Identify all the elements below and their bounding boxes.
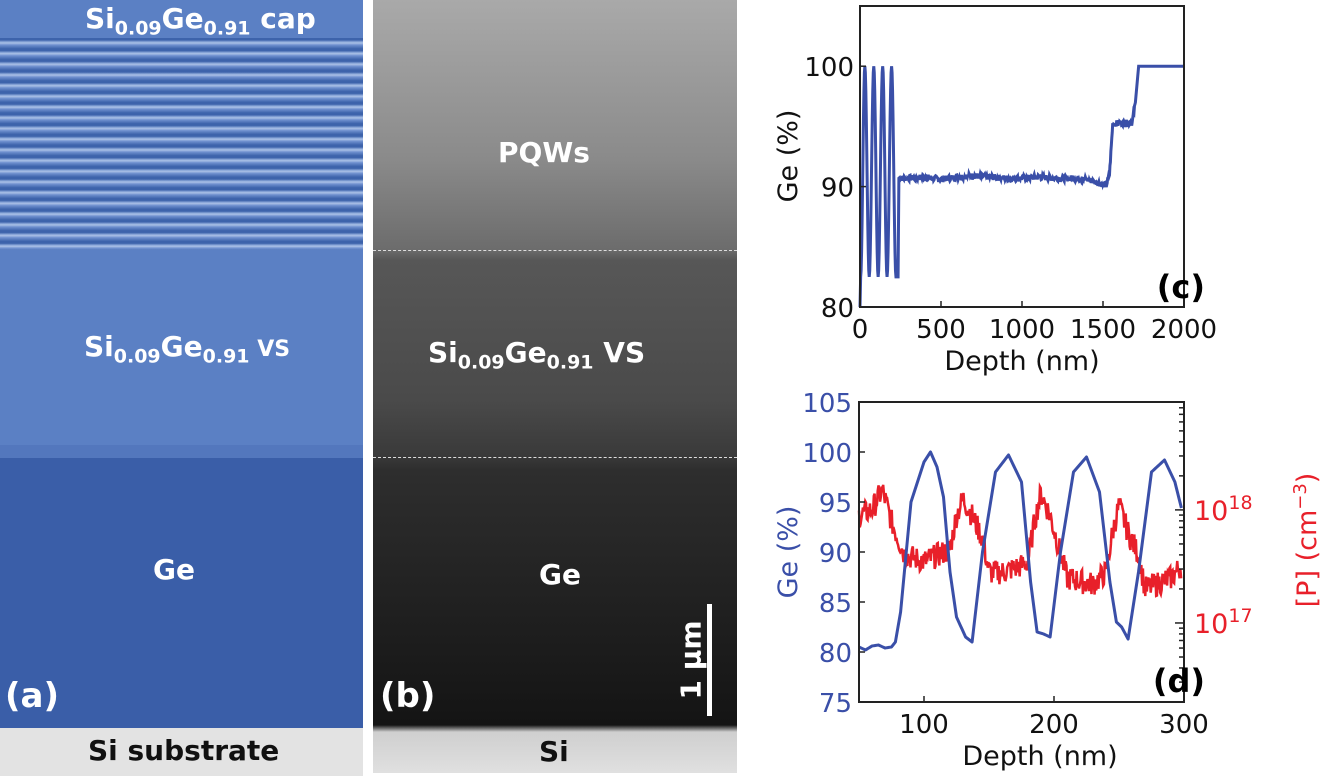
panel-tag-b: (b) xyxy=(380,676,436,716)
vs-label: Si0.09Ge0.91 VS xyxy=(428,336,646,374)
virtual-substrate-layer xyxy=(0,250,363,445)
chart-d-phosphorus-line xyxy=(857,482,1183,599)
vs-label: Si0.09Ge0.91 VS xyxy=(84,330,291,368)
chart-d-xtick-label: 300 xyxy=(1159,710,1209,740)
chart-c: 0 500 1000 1500 2000 80 90 100 Depth (nm) Ge (%… xyxy=(773,5,1217,377)
si-substrate-layer xyxy=(0,728,363,776)
si-label: Si xyxy=(539,735,569,768)
chart-d-ylabel-left: Ge (%) xyxy=(773,506,804,599)
chart-c-xtick-label: 1000 xyxy=(989,315,1055,345)
pqw-boundary-line xyxy=(373,250,737,251)
chart-d-right-tick-label: 1018 xyxy=(1194,492,1253,527)
ge-label: Ge xyxy=(153,553,195,586)
chart-d-ytick-label: 80 xyxy=(819,639,852,669)
chart-d-ytick-label: 105 xyxy=(802,389,852,419)
chart-d-xlabel: Depth (nm) xyxy=(962,741,1117,772)
cap-layer xyxy=(0,0,363,38)
chart-d-ytick-label: 90 xyxy=(819,539,852,569)
chart-d-xtick-label: 100 xyxy=(899,710,949,740)
chart-d: 100 200 300 75 80 85 90 95 100 105 1017 1018 Depth … xyxy=(773,389,1323,772)
chart-c-ytick-label: 100 xyxy=(804,53,854,83)
chart-c-ytick-label: 80 xyxy=(821,294,854,324)
substrate-label: Si substrate xyxy=(88,734,280,767)
chart-c-ytick-label: 90 xyxy=(821,174,854,204)
graded-layer xyxy=(0,445,363,458)
chart-c-ge-line xyxy=(858,64,1184,308)
panel-tag-c: (c) xyxy=(1157,268,1205,306)
chart-d-ylabel-right: [P] (cm−3) xyxy=(1290,473,1323,608)
chart-d-ytick-label: 75 xyxy=(819,689,852,719)
scale-bar xyxy=(707,604,712,716)
pqw-label: PQWs xyxy=(498,136,590,169)
vs-boundary-line xyxy=(373,457,737,458)
panel-tag-a: (a) xyxy=(5,676,60,716)
panel-tag-d: (d) xyxy=(1153,662,1205,700)
chart-c-ylabel: Ge (%) xyxy=(773,110,804,203)
tem-image: PQWs Si0.09Ge0.91 VS Ge Si 1 μm (b) xyxy=(373,0,737,773)
chart-d-ge-line xyxy=(858,450,1183,652)
chart-c-xtick-label: 0 xyxy=(852,315,869,345)
chart-d-xtick-label: 200 xyxy=(1029,710,1079,740)
chart-d-ytick-label: 100 xyxy=(802,439,852,469)
chart-d-ytick-label: 85 xyxy=(819,589,852,619)
chart-c-frame xyxy=(859,5,1185,308)
layer-stack-schematic: Si0.09Ge0.91 cap Si0.09Ge0.91 VS Ge Si s… xyxy=(0,0,363,776)
ge-label: Ge xyxy=(539,558,581,591)
cap-label: Si0.09Ge0.91 cap xyxy=(85,2,316,40)
chart-c-xlabel: Depth (nm) xyxy=(944,346,1099,377)
chart-c-xtick-label: 1500 xyxy=(1070,315,1136,345)
ge-layer xyxy=(0,458,363,728)
chart-c-xtick-label: 2000 xyxy=(1151,315,1217,345)
chart-d-ytick-label: 95 xyxy=(819,489,852,519)
chart-d-right-tick-label: 1017 xyxy=(1194,605,1253,640)
chart-c-xtick-label: 500 xyxy=(916,315,966,345)
pqw-layers xyxy=(0,38,363,250)
